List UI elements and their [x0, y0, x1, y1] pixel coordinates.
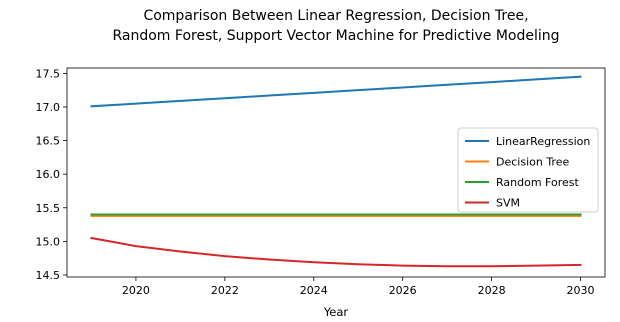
- x-axis-ticks: 2020 2022 2024 2026 2028 2030: [122, 277, 595, 297]
- chart-title-line: Random Forest, Support Vector Machine fo…: [112, 28, 559, 44]
- series-line-svm: [90, 236, 582, 268]
- y-tick-label: 15.5: [36, 202, 61, 215]
- chart-title: Comparison Between Linear Regression, De…: [112, 8, 559, 44]
- legend: LinearRegression Decision Tree Random Fore…: [457, 127, 599, 213]
- legend-label: Random Forest: [496, 176, 579, 189]
- x-tick-label: 2026: [389, 284, 417, 297]
- legend-box: [457, 127, 599, 213]
- y-tick-label: 14.5: [36, 269, 61, 282]
- x-axis-label: Year: [323, 305, 349, 319]
- y-tick-label: 17.0: [36, 101, 61, 114]
- chart-title-line: Comparison Between Linear Regression, De…: [143, 8, 528, 24]
- x-tick-label: 2022: [211, 284, 239, 297]
- legend-label: Decision Tree: [496, 156, 569, 169]
- x-tick-label: 2030: [567, 284, 595, 297]
- series-lines: [90, 75, 582, 268]
- y-tick-label: 16.5: [36, 135, 61, 148]
- y-axis-ticks: 14.5 15.0 15.5 16.0 16.5 17.0 17.5: [36, 67, 67, 282]
- y-tick-label: 17.5: [36, 67, 61, 80]
- x-tick-label: 2028: [478, 284, 506, 297]
- y-tick-label: 15.0: [36, 235, 61, 248]
- x-tick-label: 2020: [122, 284, 150, 297]
- x-tick-label: 2024: [300, 284, 328, 297]
- legend-label: SVM: [496, 197, 520, 210]
- series-line-linearregression: [90, 75, 582, 108]
- plot-frame: [66, 67, 606, 278]
- legend-label: LinearRegression: [496, 135, 590, 148]
- y-tick-label: 16.0: [36, 168, 61, 181]
